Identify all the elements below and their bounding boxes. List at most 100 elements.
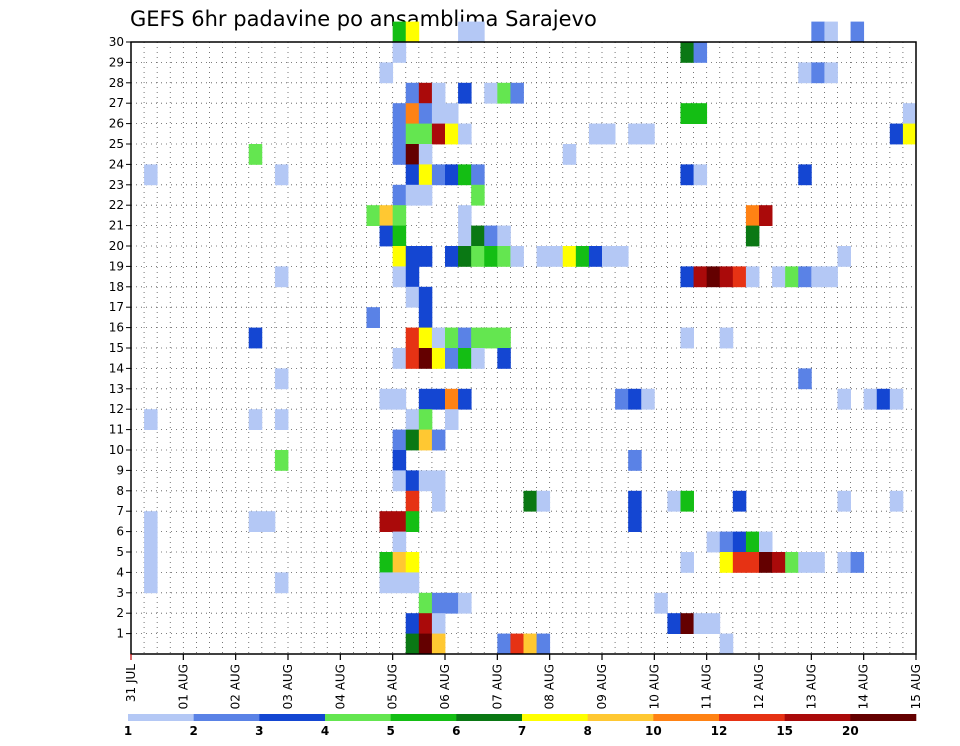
precip-cell bbox=[445, 327, 459, 349]
precip-cell bbox=[837, 388, 851, 410]
precip-cell bbox=[418, 592, 433, 614]
y-tick-label: 21 bbox=[109, 219, 124, 233]
precip-cell bbox=[144, 511, 158, 532]
precip-cell bbox=[458, 225, 472, 247]
legend-swatch bbox=[522, 714, 588, 721]
precip-cell bbox=[392, 429, 407, 451]
precip-cell bbox=[837, 490, 851, 512]
precip-cell bbox=[811, 62, 825, 84]
y-tick-label: 17 bbox=[109, 300, 124, 314]
precip-cell bbox=[706, 613, 721, 634]
x-tick-label: 12 AUG bbox=[752, 664, 766, 709]
legend-label: 5 bbox=[386, 724, 394, 738]
precip-cell bbox=[458, 327, 472, 349]
precip-cell bbox=[497, 327, 511, 349]
precip-cell bbox=[798, 164, 812, 186]
precip-cell bbox=[405, 429, 420, 451]
legend-swatch bbox=[850, 714, 917, 721]
precip-cell bbox=[484, 327, 498, 349]
precip-cell bbox=[458, 592, 472, 614]
precip-cell bbox=[458, 164, 472, 186]
precip-cell bbox=[418, 409, 433, 430]
precip-cell bbox=[274, 368, 289, 390]
precip-cell bbox=[379, 205, 394, 226]
precip-cell bbox=[366, 205, 380, 226]
legend-label: 10 bbox=[645, 724, 662, 738]
precip-cell bbox=[144, 164, 158, 186]
precip-cell bbox=[405, 409, 420, 430]
precip-cell bbox=[693, 103, 708, 124]
precip-cell bbox=[431, 470, 446, 492]
precip-cell bbox=[536, 490, 551, 512]
precip-cell bbox=[458, 388, 472, 410]
precip-cell bbox=[445, 592, 459, 614]
precip-cell bbox=[405, 144, 420, 165]
precip-cell bbox=[732, 490, 747, 512]
precip-cell bbox=[615, 388, 629, 410]
precip-cell bbox=[732, 552, 747, 573]
precip-cell bbox=[248, 327, 263, 349]
precip-cell bbox=[418, 123, 433, 145]
precip-cell bbox=[405, 21, 420, 43]
y-tick-label: 18 bbox=[109, 280, 124, 294]
precip-cell bbox=[431, 327, 446, 349]
y-tick-label: 15 bbox=[109, 341, 124, 355]
y-tick-label: 9 bbox=[116, 463, 124, 477]
precip-cell bbox=[706, 531, 721, 553]
y-tick-label: 10 bbox=[109, 443, 124, 457]
precip-cell bbox=[458, 348, 472, 369]
precip-cell bbox=[405, 246, 420, 267]
precip-cell bbox=[497, 82, 511, 104]
y-tick-label: 28 bbox=[109, 76, 124, 90]
precip-cell bbox=[667, 613, 681, 634]
precip-cell bbox=[628, 123, 642, 145]
precip-cell bbox=[392, 246, 407, 267]
precip-cell bbox=[719, 266, 734, 288]
y-tick-label: 4 bbox=[116, 565, 124, 579]
precip-cell bbox=[811, 266, 825, 288]
precip-cell bbox=[798, 368, 812, 390]
precip-cell bbox=[418, 246, 433, 267]
color-legend: 1 2 3 4 5 6 7 8 10 12 15 20 bbox=[124, 714, 917, 738]
precip-cell bbox=[680, 552, 694, 573]
legend-swatch bbox=[587, 714, 654, 721]
precip-cell bbox=[379, 225, 394, 247]
precip-cell bbox=[719, 633, 734, 655]
precip-cell bbox=[445, 123, 459, 145]
precip-cell bbox=[392, 103, 407, 124]
precip-cell bbox=[445, 246, 459, 267]
precip-cell bbox=[418, 348, 433, 369]
x-tick-label: 05 AUG bbox=[386, 664, 400, 709]
precip-cell bbox=[431, 82, 446, 104]
precip-cell bbox=[392, 572, 407, 594]
precip-cell bbox=[418, 103, 433, 124]
precip-cell bbox=[418, 327, 433, 349]
precip-cell bbox=[405, 572, 420, 594]
precip-cell bbox=[471, 164, 485, 186]
y-tick-label: 8 bbox=[116, 484, 124, 498]
precip-cell bbox=[405, 103, 420, 124]
y-tick-label: 23 bbox=[109, 178, 124, 192]
precip-cell bbox=[523, 490, 537, 512]
precip-cell bbox=[418, 307, 433, 328]
precip-cell bbox=[745, 531, 760, 553]
precip-cell bbox=[719, 327, 734, 349]
precip-cell bbox=[405, 470, 420, 492]
precip-cell bbox=[471, 184, 485, 206]
precip-cell bbox=[484, 225, 498, 247]
x-tick-label: 03 AUG bbox=[281, 664, 295, 709]
legend-swatch bbox=[325, 714, 391, 721]
x-tick-label: 15 AUG bbox=[909, 664, 923, 709]
precip-cell bbox=[680, 42, 694, 63]
precip-cell bbox=[759, 205, 773, 226]
precip-cell bbox=[418, 82, 433, 104]
precip-cell bbox=[392, 348, 407, 369]
precip-cell bbox=[889, 490, 904, 512]
precip-cell bbox=[732, 266, 747, 288]
x-axis: 31 JUL 01 AUG 02 AUG 03 AUG 04 AUG 05 AUG 06 A… bbox=[124, 654, 923, 709]
y-tick-label: 19 bbox=[109, 259, 124, 273]
precip-cell bbox=[274, 409, 289, 430]
precip-cell bbox=[798, 552, 812, 573]
precip-cell bbox=[628, 450, 642, 471]
x-tick-label: 02 AUG bbox=[229, 664, 243, 709]
